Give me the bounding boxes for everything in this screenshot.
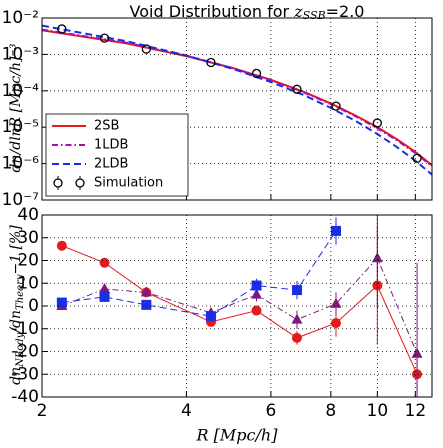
label-part: −1 [%] [8,225,24,275]
marker [140,286,152,297]
marker [372,118,382,128]
marker [251,280,262,291]
plot-area [56,215,423,397]
x-tick-label: 6 [265,401,276,421]
y-tick-label: 10⁻³ [2,44,39,64]
chart-title: Void Distribution for zSSB=2.0 [130,2,365,23]
legend-swatch [53,178,63,188]
series-line [61,257,418,354]
legend-label: 1LDB [94,138,128,153]
marker [56,240,67,251]
y-tick-label: -30 [11,364,39,384]
marker [292,84,302,94]
marker [57,24,67,34]
y-tick-label: 40 [17,205,39,225]
y-tick-label: 10 [17,273,39,293]
label-part: dn [8,367,24,385]
label-part: /dn [8,310,24,335]
marker [141,299,152,310]
marker [411,347,423,358]
marker [291,313,303,324]
marker [99,291,110,302]
marker [412,153,422,163]
series-line [42,24,432,176]
y-axis-label: dnNBody/dnTheory−1 [%] [8,225,26,385]
marker [206,57,216,68]
marker [141,44,151,54]
series-line [61,230,337,317]
y-tick-label: 20 [17,251,39,271]
y-tick-label: 0 [28,296,39,316]
marker [56,297,67,308]
legend-label: Simulation [94,176,163,191]
title-text: Void Distribution for [130,2,295,21]
legend-label: 2LDB [94,157,128,172]
marker [251,68,262,79]
label-sub: Theory [15,274,26,310]
x-axis-label: R [Mpc/h] [196,426,279,445]
title-math: z [293,2,303,21]
y-tick-label: -20 [11,342,39,362]
x-tick-label: 2 [37,401,48,421]
marker [205,311,216,322]
y-tick-label: -10 [11,319,39,339]
marker [291,285,302,296]
marker [371,252,383,263]
x-tick-label: 8 [325,401,336,421]
y-tick-label: 10⁻⁵ [2,117,39,137]
marker [99,257,110,268]
marker [330,297,342,308]
marker [251,288,263,299]
label-sub: NBody [15,332,26,368]
y-tick-label: 10⁻⁴ [2,81,40,101]
marker [99,282,111,293]
x-tick-label: 12 [405,401,427,421]
legend-box [45,113,189,197]
legend-label: 2SB [94,119,119,134]
marker [330,225,341,236]
title-value: =2.0 [326,2,365,21]
plot-frame [41,17,433,201]
x-tick-label: 4 [181,401,192,421]
y-tick-label: -40 [11,387,39,407]
plot-area [42,24,432,176]
marker [291,332,302,343]
marker [251,305,262,316]
y-tick-label: 10⁻² [2,8,39,28]
title-sub: SSB [303,9,326,22]
x-tick-label: 10 [367,401,389,421]
marker [331,101,341,111]
y-tick-label: 10⁻⁷ [2,190,40,210]
legend-swatch [75,178,85,188]
y-axis-label: dn/dlnR [Mpc/h]⁻³ [8,43,24,172]
series-line [61,245,418,375]
marker [330,318,341,329]
marker [99,33,110,43]
y-tick-label: 30 [17,228,39,248]
y-tick-label: 10⁻⁶ [2,154,40,174]
plot-frame [41,214,433,398]
